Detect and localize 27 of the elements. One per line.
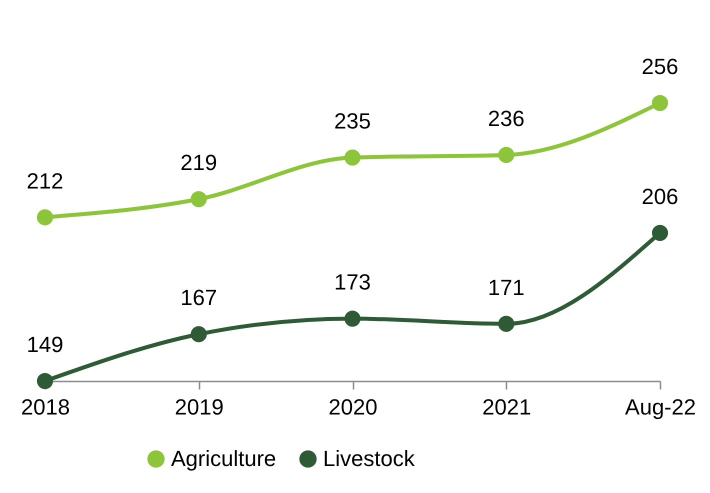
data-label: 167 (180, 285, 218, 310)
legend-label: Agriculture (171, 446, 276, 471)
data-label: 173 (334, 270, 371, 295)
data-label: 235 (334, 108, 371, 134)
data-label: 256 (642, 54, 678, 79)
data-label: 206 (642, 184, 678, 209)
x-tick-label: 2019 (174, 394, 224, 420)
point (190, 191, 207, 208)
point (652, 94, 668, 112)
point (344, 150, 361, 166)
point (36, 372, 54, 390)
data-label: 212 (26, 168, 64, 194)
x-tick-label: 2021 (482, 394, 532, 420)
data-label: 171 (488, 274, 525, 300)
point (344, 310, 361, 327)
data-label: 219 (180, 150, 218, 176)
legend-label: Livestock (323, 446, 416, 471)
point (498, 146, 514, 164)
x-tick-label: 2018 (21, 394, 70, 420)
point (36, 209, 54, 226)
point (498, 316, 514, 332)
point (190, 326, 207, 342)
data-label: 236 (488, 106, 525, 131)
x-tick-label: Aug-22 (625, 394, 696, 420)
point (652, 224, 668, 241)
data-label: 149 (26, 332, 64, 357)
x-tick-label: 2020 (328, 394, 378, 420)
